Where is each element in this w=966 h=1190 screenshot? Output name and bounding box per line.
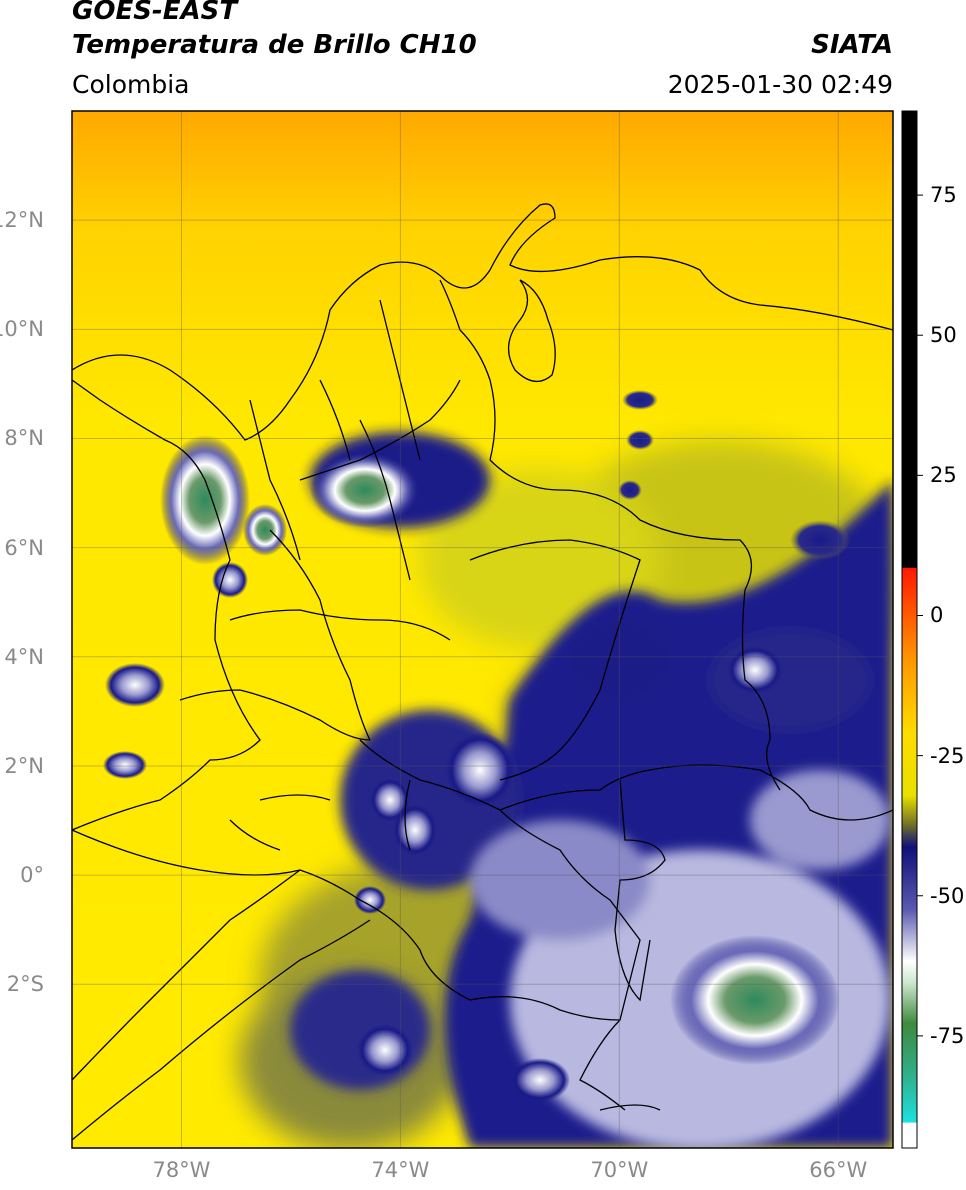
colorbar-frame [901, 110, 918, 1149]
colorbar-ticks [917, 194, 923, 1037]
lat-tick-label: 4°N [4, 644, 44, 669]
colorbar-tick-label: -50 [930, 883, 965, 908]
lat-tick-label: 10°N [0, 317, 44, 342]
lon-tick-label: 74°W [371, 1158, 430, 1182]
graticule [72, 111, 893, 1148]
colorbar-tick-label: 0 [930, 603, 944, 628]
region-subtitle: Colombia [72, 70, 190, 99]
datetime-label: 2025-01-30 02:49 [667, 70, 893, 99]
lat-tick-label: 2°S [6, 972, 44, 997]
lat-tick-label: 2°N [4, 753, 44, 778]
colorbar-tick-label: -75 [930, 1023, 965, 1048]
lon-tick-label: 66°W [809, 1158, 868, 1182]
lat-tick-label: 0° [20, 863, 44, 888]
colorbar [902, 111, 917, 1148]
map-frame [71, 110, 894, 1149]
satellite-title: GOES-EAST [72, 0, 238, 26]
colorbar-tick-label: 50 [930, 323, 957, 348]
colorbar-tick-label: 25 [930, 463, 957, 488]
lat-tick-label: 6°N [4, 535, 44, 560]
source-label: SIATA [811, 30, 893, 60]
lon-tick-label: 70°W [590, 1158, 649, 1182]
lon-tick-label: 78°W [152, 1158, 211, 1182]
boundaries [72, 203, 893, 1141]
lat-tick-label: 8°N [4, 426, 44, 451]
colorbar-tick-label: -25 [930, 743, 965, 768]
lat-tick-label: 12°N [0, 208, 44, 233]
colorbar-tick-label: 75 [930, 183, 957, 208]
product-title: Temperatura de Brillo CH10 [72, 30, 477, 60]
brightness-temperature-field [72, 111, 893, 1148]
